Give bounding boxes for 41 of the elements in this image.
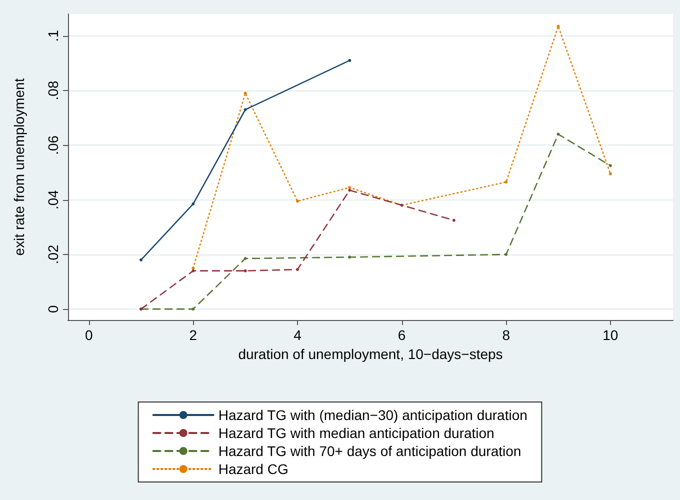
line-series xyxy=(140,132,612,311)
point xyxy=(244,257,247,260)
point xyxy=(192,266,195,270)
point xyxy=(348,256,352,259)
x-tick-label: 0 xyxy=(84,327,93,343)
y-tick-label: .1 xyxy=(45,30,61,42)
point xyxy=(452,218,456,222)
x-tick-label: 10 xyxy=(602,327,618,343)
point xyxy=(556,24,560,28)
point xyxy=(244,108,247,112)
y-axis-title: exit rate from unemployment xyxy=(11,78,27,256)
point xyxy=(504,252,508,256)
point xyxy=(608,172,612,176)
point xyxy=(504,180,508,184)
point xyxy=(556,132,560,136)
x-tick-label: 6 xyxy=(398,327,406,343)
legend-label: Hazard CG xyxy=(218,461,288,477)
point xyxy=(192,269,195,272)
point xyxy=(244,92,247,95)
y-tick-label: .04 xyxy=(45,190,61,210)
point xyxy=(244,269,247,272)
point xyxy=(608,164,612,168)
x-tick-label: 8 xyxy=(502,327,510,343)
x-axis-title: duration of unemployment, 10−days−steps xyxy=(238,346,503,362)
y-tick-label: .02 xyxy=(45,244,61,264)
point xyxy=(296,200,299,203)
y-tick-label: .06 xyxy=(45,135,61,155)
legend-label: Hazard TG with (median−30) anticipation duration xyxy=(218,407,528,423)
x-tick-label: 2 xyxy=(189,327,198,343)
point xyxy=(192,202,195,206)
y-tick-label: .08 xyxy=(45,80,61,100)
legend-label: Hazard TG with median anticipation duration xyxy=(218,425,494,441)
point xyxy=(348,188,352,192)
point xyxy=(192,308,195,311)
legend-label: Hazard TG with 70+ days of anticipation duration xyxy=(218,443,522,459)
point xyxy=(140,258,143,262)
point xyxy=(348,58,352,62)
y-tick-label: 0 xyxy=(45,304,61,313)
line-series xyxy=(140,58,352,262)
x-tick-label: 4 xyxy=(294,327,302,343)
point xyxy=(348,186,352,189)
